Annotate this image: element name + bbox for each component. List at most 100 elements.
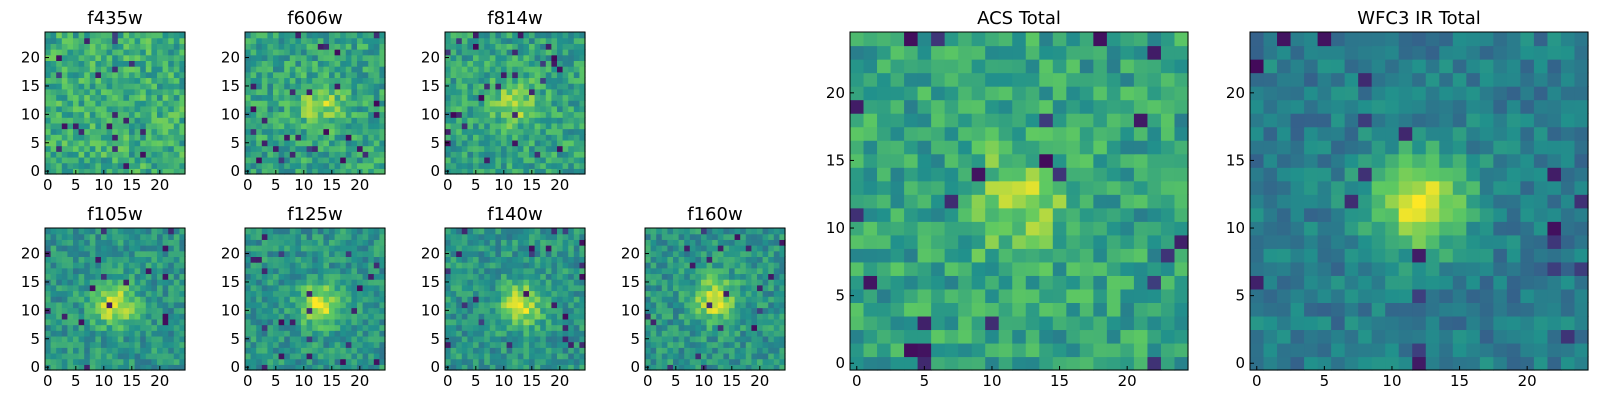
heatmap-cell <box>506 43 513 50</box>
heatmap-cell <box>45 151 52 158</box>
heatmap-cell <box>56 245 63 252</box>
heatmap-cell <box>56 228 63 235</box>
heatmap-cell <box>134 296 141 303</box>
heatmap-cell <box>478 301 485 309</box>
heatmap-cell <box>245 290 252 297</box>
heatmap-cell <box>467 168 474 175</box>
heatmap-cell <box>289 111 296 118</box>
heatmap-cell <box>95 139 102 147</box>
heatmap-cell <box>517 313 524 320</box>
heatmap-cell <box>456 233 463 240</box>
heatmap-cell <box>971 356 986 371</box>
heatmap-cell <box>998 140 1013 155</box>
heatmap-cell <box>478 151 485 158</box>
heatmap-cell <box>944 261 959 276</box>
heatmap-cell <box>473 233 480 240</box>
heatmap-cell <box>762 279 769 286</box>
heatmap-cell <box>323 364 330 371</box>
heatmap-cell <box>117 54 124 61</box>
heatmap-cell <box>998 167 1013 182</box>
heatmap-cell <box>117 307 124 314</box>
heatmap-cell <box>751 318 758 326</box>
heatmap-cell <box>267 77 274 84</box>
heatmap-cell <box>67 245 74 252</box>
heatmap-cell <box>573 330 580 337</box>
heatmap-cell <box>695 341 702 348</box>
heatmap-cell <box>740 313 747 320</box>
heatmap-cell <box>701 239 708 246</box>
heatmap-cell <box>357 151 364 158</box>
heatmap-cell <box>484 262 491 269</box>
heatmap-cell <box>329 318 336 326</box>
heatmap-cell <box>250 273 257 280</box>
heatmap-cell <box>568 37 575 44</box>
heatmap-cell <box>734 307 741 314</box>
heatmap-cell <box>373 358 380 365</box>
heatmap-cell <box>168 37 175 44</box>
heatmap-cell <box>501 60 508 67</box>
heatmap-cell <box>173 49 180 56</box>
heatmap-cell <box>357 296 364 303</box>
heatmap-cell <box>289 54 296 61</box>
heatmap-cell <box>562 145 569 152</box>
heatmap-cell <box>557 267 564 275</box>
heatmap-cell <box>529 37 536 44</box>
heatmap-cell <box>495 335 502 343</box>
heatmap-cell <box>289 358 296 365</box>
heatmap-cell <box>267 296 274 303</box>
plot-frame <box>644 227 786 371</box>
heatmap-cell <box>261 139 268 147</box>
heatmap-cell <box>173 83 180 90</box>
heatmap-cell <box>168 358 175 365</box>
heatmap-cell <box>284 151 291 158</box>
heatmap-cell <box>768 256 775 263</box>
heatmap-cell <box>517 318 524 326</box>
heatmap-cell <box>573 335 580 343</box>
heatmap-cell <box>729 267 736 275</box>
heatmap-cell <box>61 111 68 118</box>
heatmap-cell <box>45 145 52 152</box>
heatmap-cell <box>706 301 713 309</box>
heatmap-cell <box>50 43 57 50</box>
heatmap-cell <box>484 250 491 257</box>
heatmap-cell <box>323 83 330 90</box>
heatmap-cell <box>1079 221 1094 236</box>
heatmap-cell <box>863 207 878 222</box>
heatmap-cell <box>701 313 708 320</box>
heatmap-cell <box>904 234 919 249</box>
heatmap-cell <box>529 100 536 107</box>
heatmap-cell <box>717 250 724 257</box>
heatmap-cell <box>373 145 380 152</box>
heatmap-cell <box>84 256 91 263</box>
heatmap-cell <box>667 290 674 297</box>
heatmap-cell <box>904 207 919 222</box>
heatmap-cell <box>501 151 508 158</box>
heatmap-cell <box>250 156 257 164</box>
heatmap-cell <box>89 256 96 263</box>
heatmap-cell <box>56 111 63 118</box>
heatmap-cell <box>129 122 136 130</box>
heatmap-cell <box>312 335 319 343</box>
heatmap-cell <box>89 341 96 348</box>
heatmap-cell <box>284 352 291 360</box>
heatmap-cell <box>357 273 364 280</box>
heatmap-cell <box>312 256 319 263</box>
heatmap-cell <box>173 77 180 84</box>
heatmap-cell <box>267 134 274 141</box>
heatmap-cell <box>673 347 680 354</box>
heatmap-cell <box>373 296 380 303</box>
heatmap-cell <box>506 284 513 292</box>
y-tick-label: 0 <box>430 162 440 180</box>
heatmap-cell <box>95 228 102 235</box>
heatmap-cell <box>562 239 569 246</box>
heatmap-cell <box>484 267 491 275</box>
heatmap-cell <box>495 60 502 67</box>
heatmap-cell <box>317 330 324 337</box>
heatmap-cell <box>484 145 491 152</box>
heatmap-cell <box>684 262 691 269</box>
heatmap-cell <box>134 122 141 130</box>
heatmap-cell <box>312 105 319 113</box>
heatmap-cell <box>734 335 741 343</box>
heatmap-cell <box>1066 248 1081 263</box>
heatmap-cell <box>134 341 141 348</box>
